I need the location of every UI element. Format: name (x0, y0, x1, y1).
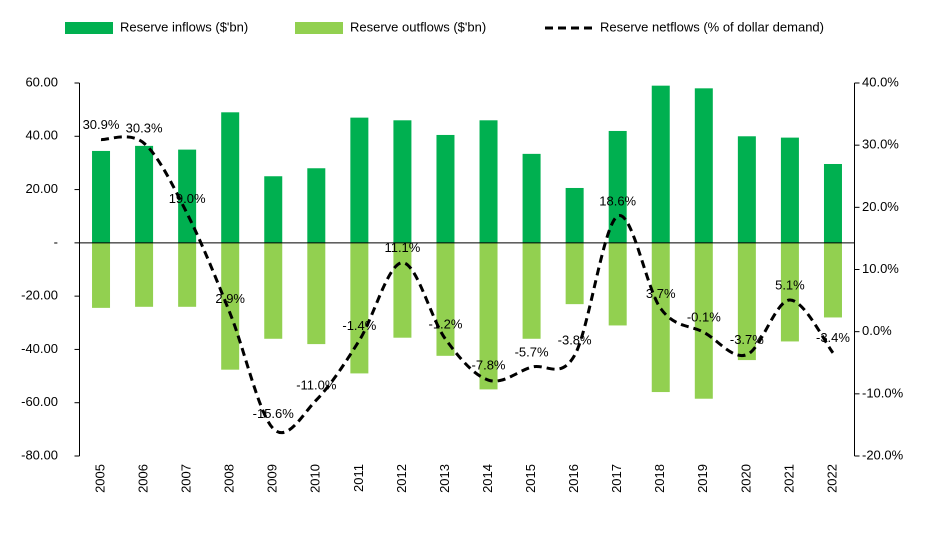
data-label: 2.9% (215, 291, 245, 306)
y2-tick-label: 40.0% (862, 74, 899, 89)
bar (694, 88, 713, 243)
bar (737, 136, 756, 243)
data-label: 11.1% (384, 240, 420, 255)
x-tick-label: 2008 (222, 464, 237, 493)
data-label: -1.2% (428, 317, 462, 332)
bar (178, 242, 197, 307)
y2-tick-label: -20.0% (862, 447, 904, 462)
bar (479, 120, 498, 243)
bar (651, 85, 670, 243)
bar (522, 153, 541, 243)
bar (565, 242, 584, 305)
x-tick-label: 2022 (824, 464, 839, 493)
data-label: 5.1% (775, 277, 805, 292)
bar (350, 117, 369, 243)
x-tick-label: 2013 (437, 464, 452, 493)
x-tick-label: 2019 (695, 464, 710, 493)
bar (780, 242, 799, 342)
bar (135, 145, 154, 243)
bar (436, 242, 455, 356)
bar (737, 242, 756, 361)
data-label: -1.4% (342, 318, 376, 333)
bar (307, 242, 326, 345)
x-tick-label: 2006 (136, 464, 151, 493)
bar (135, 242, 154, 307)
bar (479, 242, 498, 390)
bar (694, 242, 713, 399)
legend-label: Reserve inflows ($'bn) (120, 19, 248, 34)
x-tick-label: 2016 (566, 464, 581, 493)
y-tick-label: 60.00 (25, 74, 58, 89)
data-label: -3.8% (558, 333, 592, 348)
data-label: -7.8% (472, 358, 506, 373)
bar (221, 242, 240, 370)
x-tick-label: 2020 (738, 464, 753, 493)
x-tick-label: 2017 (609, 464, 624, 493)
y-tick-label: -40.00 (21, 341, 58, 356)
line (100, 135, 835, 435)
legend-swatch (295, 22, 343, 34)
legend-label: Reserve netflows (% of dollar demand) (600, 19, 824, 34)
bar (823, 242, 842, 318)
y2-tick-label: 20.0% (862, 199, 899, 214)
data-label: 18.6% (599, 193, 636, 208)
data-label: -0.1% (687, 310, 721, 325)
y-tick-label: -80.00 (21, 447, 58, 462)
bar (92, 242, 111, 308)
bar (264, 242, 283, 339)
y2-tick-label: 0.0% (862, 323, 892, 338)
x-tick-label: 2007 (179, 464, 194, 493)
y-tick-label: 40.00 (25, 128, 58, 143)
y-tick-label: -20.00 (21, 288, 58, 303)
legend-swatch (65, 22, 113, 34)
data-label: -11.0% (296, 377, 337, 392)
bar (651, 242, 670, 393)
bar (823, 163, 842, 243)
bar (221, 112, 240, 243)
data-label: -3.4% (816, 330, 850, 345)
legend-label: Reserve outflows ($'bn) (350, 19, 486, 34)
data-label: -3.7% (730, 332, 764, 347)
x-tick-label: 2015 (523, 464, 538, 493)
bar (350, 242, 369, 374)
bar (92, 150, 111, 243)
y2-tick-label: 30.0% (862, 137, 899, 152)
data-label: -5.7% (515, 345, 549, 360)
x-tick-label: 2005 (92, 464, 107, 493)
x-tick-label: 2012 (394, 464, 409, 493)
data-label: 19.0% (169, 191, 206, 206)
y-tick-label: - (54, 234, 58, 249)
bar (264, 176, 283, 243)
bar (393, 120, 412, 243)
bar (565, 187, 584, 243)
data-label: 3.7% (646, 286, 676, 301)
bar (608, 130, 627, 243)
bar (436, 134, 455, 243)
x-tick-label: 2011 (351, 464, 366, 492)
x-tick-label: 2018 (652, 464, 667, 493)
y-tick-label: 20.00 (25, 181, 58, 196)
y-tick-label: -60.00 (21, 394, 58, 409)
x-tick-label: 2014 (480, 464, 495, 493)
data-label: 30.3% (126, 121, 163, 136)
data-label: -15.6% (253, 406, 295, 421)
x-tick-label: 2021 (781, 464, 796, 493)
y2-tick-label: -10.0% (862, 385, 904, 400)
bar (780, 137, 799, 243)
bar (522, 242, 541, 339)
y2-tick-label: 10.0% (862, 261, 899, 276)
bar (608, 242, 627, 326)
bar (307, 168, 326, 243)
x-tick-label: 2010 (308, 464, 323, 493)
x-tick-label: 2009 (265, 464, 280, 493)
bar (393, 242, 412, 338)
data-label: 30.9% (83, 117, 120, 132)
